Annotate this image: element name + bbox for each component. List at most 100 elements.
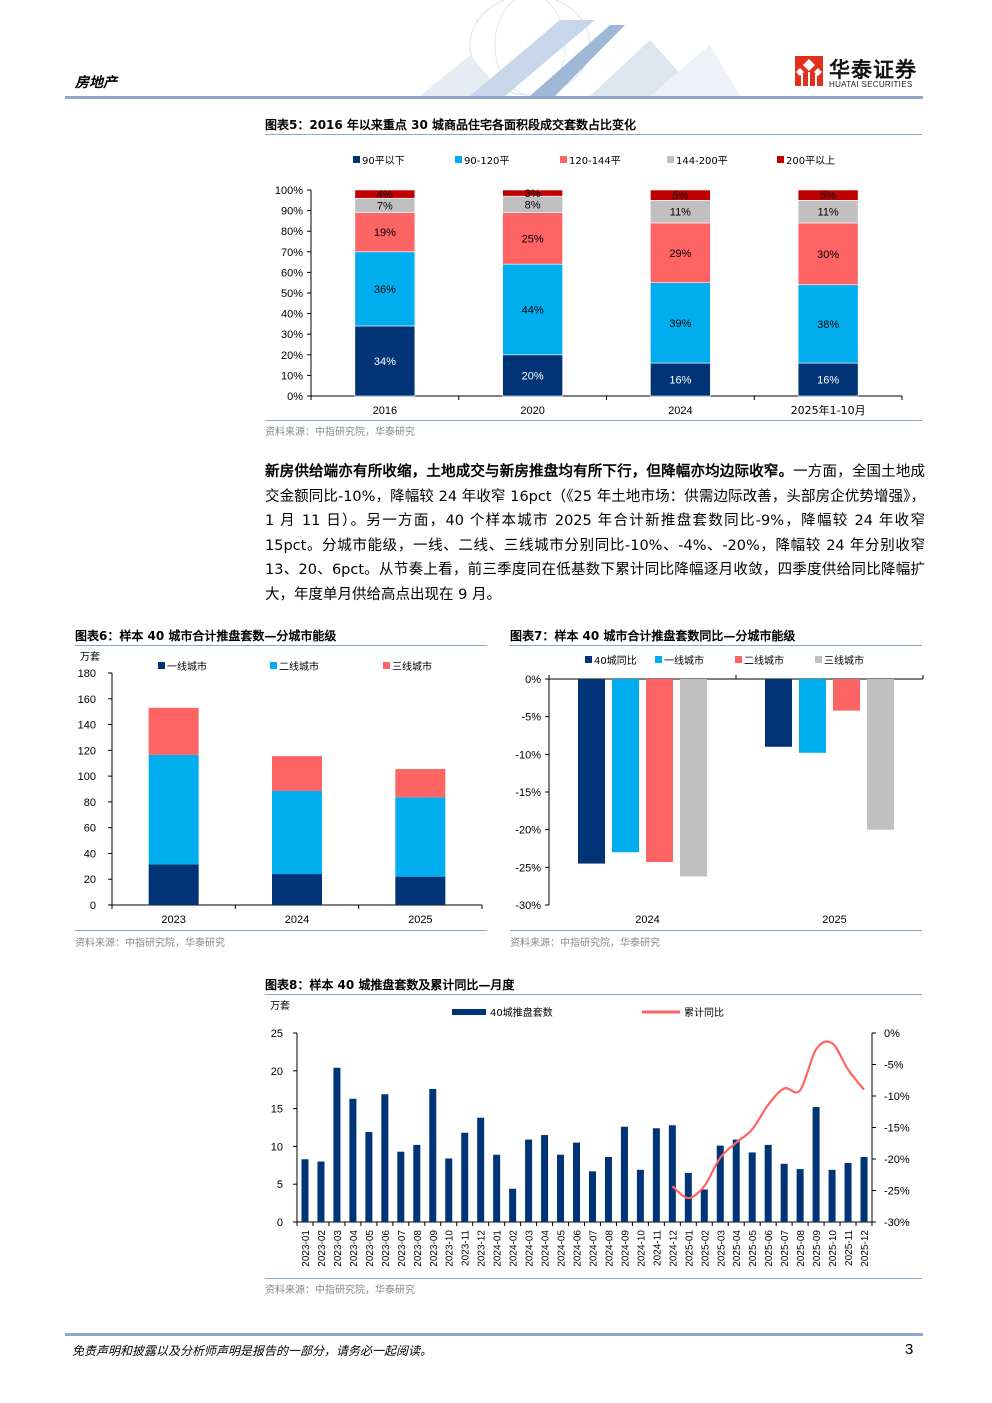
bar-segment: [148, 754, 199, 865]
data-label: 39%: [669, 318, 691, 330]
x-tick-label: 2024-02: [509, 1230, 520, 1267]
data-label: 8%: [525, 199, 541, 211]
y-tick-label: 60: [84, 823, 96, 835]
y-tick-label: 90%: [281, 206, 303, 218]
data-label: 16%: [669, 375, 691, 387]
fig8-source: 资料来源：中指研究院，华泰研究: [265, 1285, 415, 1296]
bar: [844, 1163, 852, 1222]
bar-segment: [650, 362, 711, 397]
fig5-source-rule: [265, 420, 922, 421]
y-tick-label: 0%: [525, 674, 541, 686]
x-tick-label: 2024: [285, 914, 309, 926]
x-tick-label: 2023-03: [333, 1230, 344, 1267]
fig7-source-rule: [510, 930, 922, 931]
x-tick-label: 2023-01: [301, 1230, 312, 1267]
bar-segment: [797, 189, 859, 201]
data-label: 11%: [818, 207, 839, 219]
x-tick-label: 2024: [635, 914, 659, 926]
y-tick-label: -10%: [515, 749, 541, 761]
legend-swatch: [667, 156, 674, 163]
bar-segment: [395, 876, 446, 905]
data-label: 19%: [374, 227, 396, 239]
y-tick-label: 50%: [281, 288, 303, 300]
logo-text-cn: 华泰证券: [829, 58, 917, 82]
bar: [381, 1094, 389, 1222]
legend-swatch: [560, 156, 567, 163]
data-label: 34%: [374, 356, 396, 368]
legend-label: 144-200平: [676, 156, 728, 167]
y-axis-unit: 万套: [80, 650, 100, 663]
bar-segment: [395, 797, 446, 877]
body-rest: 一方面，全国土地成交金额同比-10%，降幅较 24 年收窄 16pct（《25 …: [265, 464, 926, 603]
bar-segment: [502, 212, 563, 265]
y-tick-label: 80%: [281, 226, 303, 238]
cumulative-yoy-line: [671, 1040, 865, 1200]
x-tick-label: 2025-11: [844, 1230, 855, 1266]
y2-tick-label: -25%: [884, 1186, 910, 1198]
fig5-title: 图表5：2016 年以来重点 30 城商品住宅各面积段成交套数占比变化: [265, 118, 636, 132]
x-tick-label: 2025-01: [684, 1230, 695, 1267]
fig5-title-rule: [265, 134, 922, 135]
y2-tick-label: -10%: [884, 1091, 910, 1103]
y-tick-label: 10: [271, 1141, 283, 1153]
x-tick-label: 2025-09: [812, 1230, 823, 1267]
y2-tick-label: -15%: [884, 1123, 910, 1135]
bar: [525, 1139, 533, 1222]
bar-segment: [148, 864, 199, 905]
bar-segment: [797, 284, 859, 364]
data-label: 7%: [377, 200, 393, 212]
x-tick-label: 2024-10: [636, 1230, 647, 1267]
x-tick-label: 2025: [408, 914, 432, 926]
header-decoration: [420, 0, 740, 96]
legend-swatch: [655, 656, 662, 663]
bar: [477, 1117, 485, 1222]
y-tick-label: 60%: [281, 267, 303, 279]
x-tick-label: 2025-02: [700, 1230, 711, 1267]
legend-swatch: [735, 656, 742, 663]
x-tick-label: 2024-06: [573, 1230, 584, 1267]
bar: [509, 1188, 517, 1222]
legend-label: 40城推盘套数: [490, 1006, 553, 1019]
y-tick-label: 160: [78, 694, 96, 706]
bar: [828, 1169, 836, 1222]
legend-label: 二线城市: [279, 660, 319, 673]
page-number: 3: [905, 1341, 914, 1358]
x-tick-label: 2025-12: [860, 1230, 871, 1267]
legend-label: 三线城市: [392, 660, 432, 673]
y-tick-label: -25%: [515, 862, 541, 874]
fig7-chart: 40城同比 一线城市 二线城市 三线城市 0% -5% -10% -15% -20% -25% -3…: [515, 654, 924, 926]
x-tick-label: 2020: [520, 405, 544, 417]
bar: [349, 1098, 357, 1222]
x-tick-label: 2024-12: [668, 1230, 679, 1267]
x-tick-label: 2024: [668, 405, 692, 417]
x-tick-label: 2023-07: [397, 1230, 408, 1267]
legend-swatch: [270, 662, 277, 669]
bar: [799, 679, 826, 753]
bar-segment: [395, 769, 446, 798]
y-tick-label: 25: [271, 1028, 283, 1040]
bar: [445, 1158, 453, 1222]
bar: [716, 1145, 724, 1222]
bar: [413, 1144, 421, 1222]
fig6-source-rule: [75, 930, 487, 931]
bar-segment: [650, 189, 711, 201]
x-tick-label: 2025-10: [828, 1230, 839, 1267]
y-tick-label: 180: [78, 668, 96, 680]
bar: [780, 1163, 788, 1222]
bar: [612, 679, 639, 853]
x-tick-label: 2023-11: [461, 1230, 472, 1266]
legend-label: 累计同比: [684, 1006, 724, 1019]
bar: [493, 1154, 501, 1222]
bar-segment: [797, 362, 859, 397]
x-tick-label: 2023: [161, 914, 185, 926]
legend-label: 120-144平: [569, 156, 621, 167]
bar-segment: [797, 222, 859, 286]
bar: [541, 1135, 549, 1222]
bar: [636, 1169, 644, 1222]
x-tick-label: 2025-08: [796, 1230, 807, 1267]
x-tick-label: 2023-10: [445, 1230, 456, 1267]
data-label: 25%: [522, 233, 544, 245]
logo-mark-icon: [795, 56, 823, 86]
bar-segment: [354, 325, 416, 397]
bar: [588, 1171, 596, 1222]
